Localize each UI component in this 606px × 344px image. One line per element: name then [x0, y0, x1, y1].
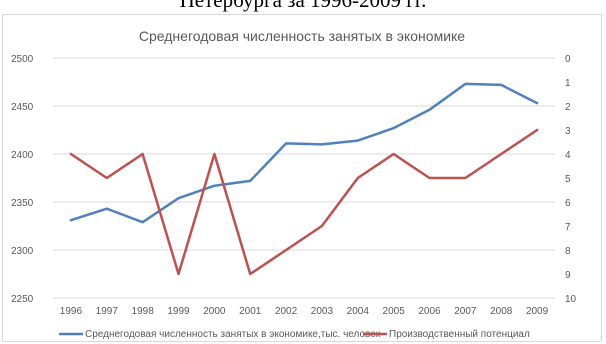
- right-tick-label: 9: [565, 270, 571, 281]
- series-line-1: [69, 82, 539, 224]
- right-tick-label: 10: [565, 294, 577, 305]
- legend-label: Среднегодовая численность занятых в экон…: [85, 329, 381, 340]
- right-tick-label: 0: [565, 54, 571, 65]
- x-tick-label: 2000: [203, 306, 226, 317]
- left-axis-ticks: 2250 2300 2350 2400 2450 2500: [11, 54, 34, 305]
- series-line-2: [69, 128, 539, 276]
- left-tick-label: 2400: [11, 150, 34, 161]
- x-tick-label: 1996: [60, 306, 83, 317]
- left-tick-label: 2500: [11, 54, 34, 65]
- series-lines: [69, 82, 539, 276]
- left-tick-label: 2250: [11, 294, 34, 305]
- x-tick-label: 1999: [167, 306, 190, 317]
- x-tick-label: 2005: [383, 306, 406, 317]
- chart-frame: Среднегодовая численность занятых в экон…: [2, 14, 602, 342]
- right-axis-ticks: 0 1 2 3 4 5 6 7 8 9 10: [565, 54, 577, 305]
- right-tick-label: 4: [565, 150, 571, 161]
- line-chart: Среднегодовая численность занятых в экон…: [11, 28, 577, 340]
- x-tick-label: 2007: [454, 306, 477, 317]
- x-tick-label: 1997: [96, 306, 119, 317]
- x-tick-label: 2009: [526, 306, 549, 317]
- left-tick-label: 2300: [11, 246, 34, 257]
- right-tick-label: 2: [565, 102, 571, 113]
- figure-caption: Петербурга за 1996-2009 гг.: [179, 0, 427, 12]
- right-tick-label: 6: [565, 198, 571, 209]
- right-tick-label: 5: [565, 174, 571, 185]
- right-tick-label: 1: [565, 78, 571, 89]
- left-tick-label: 2450: [11, 102, 34, 113]
- x-tick-label: 2008: [490, 306, 513, 317]
- right-tick-label: 3: [565, 126, 571, 137]
- right-tick-label: 8: [565, 246, 571, 257]
- legend-label: Производственный потенциал: [389, 329, 530, 340]
- x-tick-label: 2002: [275, 306, 298, 317]
- x-tick-label: 2001: [239, 306, 262, 317]
- x-tick-label: 1998: [132, 306, 155, 317]
- x-axis-ticks: 1996 1997 1998 1999 2000 2001 2002 2003 2004 2005…: [60, 306, 549, 317]
- x-tick-label: 2004: [347, 306, 370, 317]
- x-tick-label: 2003: [311, 306, 334, 317]
- left-tick-label: 2350: [11, 198, 34, 209]
- grid-lines: [53, 57, 555, 299]
- chart-title: Среднегодовая численность занятых в экон…: [139, 28, 465, 44]
- legend: Среднегодовая численность занятых в экон…: [59, 329, 530, 340]
- right-tick-label: 7: [565, 222, 571, 233]
- x-tick-label: 2006: [418, 306, 441, 317]
